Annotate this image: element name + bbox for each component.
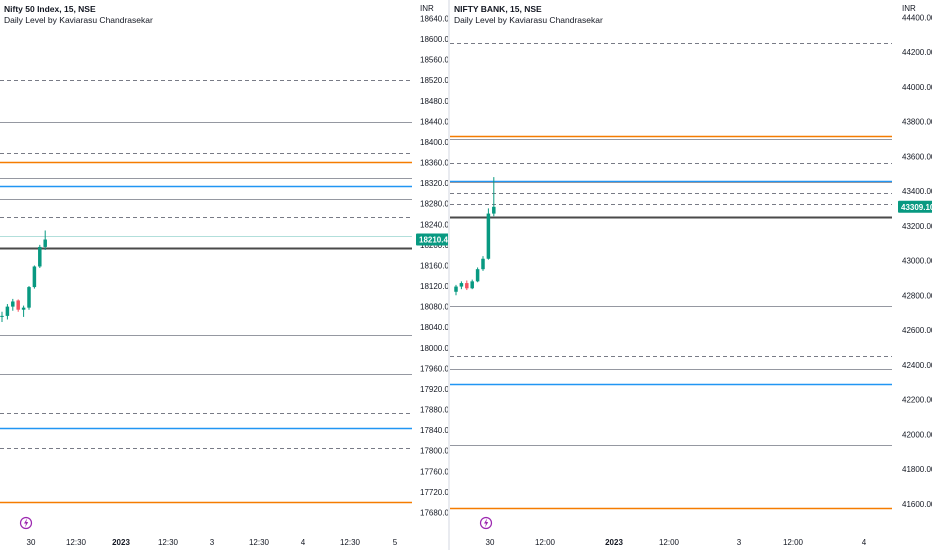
left-price-tick: 18240.00 [420,220,448,229]
lightning-icon[interactable] [479,516,493,530]
left-price-tick: 18360.00 [420,159,448,168]
right-price-tick: 44000.00 [902,83,932,92]
left-price-tick: 17760.00 [420,467,448,476]
left-candle[interactable] [32,265,37,289]
nifty50-indicator-title[interactable]: Daily Level by Kaviarasu Chandrasekar [4,15,153,25]
left-time-tick: 3 [210,538,215,547]
nifty50-symbol-title[interactable]: Nifty 50 Index, 15, NSE [4,4,96,14]
left-time-tick: 12:30 [249,538,270,547]
niftybank-indicator-title[interactable]: Daily Level by Kaviarasu Chandrasekar [454,15,603,25]
right-candle[interactable] [486,208,491,260]
niftybank-legend: NIFTY BANK, 15, NSE Daily Level by Kavia… [454,4,603,26]
right-candle[interactable] [492,177,496,217]
left-currency-label: INR [420,4,434,13]
left-price-tick: 17960.00 [420,364,448,373]
left-time-tick: 12:30 [158,538,179,547]
right-plot-area[interactable] [450,0,892,534]
right-price-tick: 43000.00 [902,257,932,266]
left-price-tick: 18120.00 [420,282,448,291]
left-price-tick: 18280.00 [420,200,448,209]
left-price-tick: 18440.00 [420,117,448,126]
left-price-tick: 18560.00 [420,56,448,65]
right-time-tick: 4 [862,538,867,547]
right-price-tick: 42800.00 [902,291,932,300]
right-candle[interactable] [481,256,485,271]
right-candle[interactable] [454,284,458,296]
left-candle[interactable] [27,286,31,310]
right-time-tick: 2023 [605,538,623,547]
right-candle[interactable] [465,280,469,291]
left-price-tick: 18400.00 [420,138,448,147]
left-plot-area[interactable] [0,0,412,534]
left-candle[interactable] [21,305,26,317]
left-candle[interactable] [16,299,20,312]
right-candle[interactable] [470,279,474,290]
left-price-tick: 18600.00 [420,35,448,44]
left-price-tick: 17680.00 [420,508,448,517]
nifty50-chart-canvas[interactable]: 18640.00 18600.00 18560.00 18520.00 18480.00… [0,0,448,550]
right-price-tick: 43400.00 [902,187,932,196]
left-time-tick: 12:30 [340,538,361,547]
right-time-tick: 30 [486,538,495,547]
right-price-tick: 42000.00 [902,430,932,439]
right-price-tick: 42200.00 [902,396,932,405]
left-candle[interactable] [5,304,10,320]
right-price-tick: 42400.00 [902,361,932,370]
pane-divider[interactable] [448,0,450,550]
right-price-tick: 43600.00 [902,152,932,161]
right-last-price-tag[interactable]: 43309.10 [898,200,932,213]
left-price-tick: 17800.00 [420,447,448,456]
left-price-tick: 18640.00 [420,15,448,24]
left-candle[interactable] [0,311,4,323]
right-time-tick: 3 [737,538,742,547]
left-time-tick: 2023 [112,538,130,547]
right-price-tick: 42600.00 [902,326,932,335]
left-price-tick: 17880.00 [420,406,448,415]
lightning-icon[interactable] [19,516,33,530]
right-currency-label: INR [902,4,916,13]
right-price-tick: 43800.00 [902,118,932,127]
right-candle[interactable] [475,267,480,283]
left-time-tick: 30 [27,538,36,547]
right-price-tick: 44200.00 [902,48,932,57]
left-price-tick: 18160.00 [420,261,448,270]
niftybank-chart-pane[interactable]: 44400.00 44200.00 44000.00 43800.00 43600.00… [450,0,932,550]
right-time-tick: 12:00 [659,538,680,547]
svg-text:43309.10: 43309.10 [901,203,932,212]
svg-text:18210.40: 18210.40 [419,236,448,245]
left-time-tick: 4 [301,538,306,547]
niftybank-symbol-title[interactable]: NIFTY BANK, 15, NSE [454,4,542,14]
left-candle[interactable] [43,230,47,251]
left-price-tick: 18040.00 [420,323,448,332]
left-price-tick: 18320.00 [420,179,448,188]
right-price-tick: 43200.00 [902,222,932,231]
left-price-tick: 18000.00 [420,344,448,353]
left-time-tick: 5 [393,538,398,547]
left-price-tick: 17720.00 [420,488,448,497]
niftybank-chart-canvas[interactable]: 44400.00 44200.00 44000.00 43800.00 43600.00… [450,0,932,550]
left-price-tick: 18520.00 [420,76,448,85]
left-price-tick: 17840.00 [420,426,448,435]
left-price-tick: 18080.00 [420,303,448,312]
left-price-tick: 17920.00 [420,385,448,394]
left-candle[interactable] [38,244,42,269]
right-price-tick: 41800.00 [902,465,932,474]
right-price-tick: 41600.00 [902,500,932,509]
left-time-tick: 12:30 [66,538,87,547]
right-time-tick: 12:00 [535,538,556,547]
right-candle[interactable] [459,281,464,290]
right-time-tick: 12:00 [783,538,804,547]
right-price-tick: 44400.00 [902,13,932,22]
nifty50-legend: Nifty 50 Index, 15, NSE Daily Level by K… [4,4,153,26]
left-price-tick: 18480.00 [420,97,448,106]
nifty50-chart-pane[interactable]: 18640.00 18600.00 18560.00 18520.00 18480.00… [0,0,448,550]
left-candle[interactable] [11,298,15,311]
left-last-price-tag[interactable]: 18210.40 [416,233,448,246]
